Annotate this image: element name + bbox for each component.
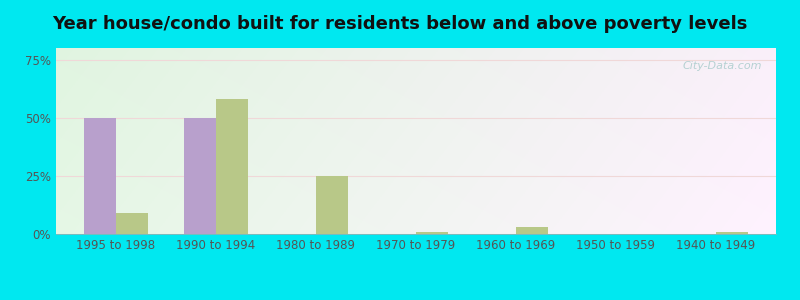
- Bar: [216, 99, 248, 234]
- Legend: Owners below poverty level, Owners above poverty level: Owners below poverty level, Owners above…: [205, 298, 627, 300]
- Bar: [184, 118, 216, 234]
- Bar: [416, 232, 448, 234]
- Bar: [516, 227, 548, 234]
- Bar: [116, 213, 148, 234]
- Text: Year house/condo built for residents below and above poverty levels: Year house/condo built for residents bel…: [52, 15, 748, 33]
- Bar: [716, 232, 748, 234]
- Text: City-Data.com: City-Data.com: [682, 61, 762, 71]
- Bar: [84, 118, 116, 234]
- Bar: [316, 176, 348, 234]
